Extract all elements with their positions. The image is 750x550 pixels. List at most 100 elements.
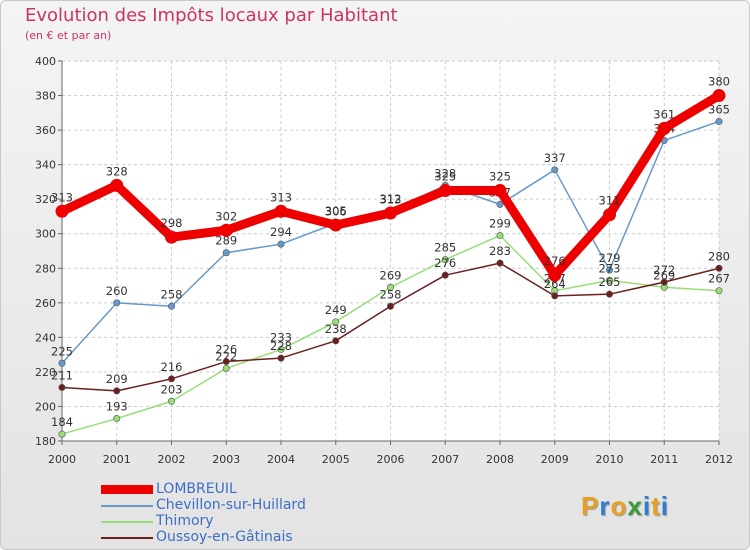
data-label: 258 <box>380 287 402 301</box>
data-point <box>58 359 66 367</box>
legend-item-chevillon-sur-huillard[interactable]: Chevillon-sur-Huillard <box>101 497 361 514</box>
data-point <box>113 387 121 395</box>
data-point <box>277 240 285 248</box>
data-point <box>332 337 340 345</box>
x-tick-label: 2008 <box>486 453 514 466</box>
data-label: 299 <box>489 216 511 230</box>
data-label: 216 <box>161 360 183 374</box>
data-label: 312 <box>380 192 402 206</box>
data-label: 211 <box>51 368 73 382</box>
data-label: 328 <box>434 166 456 180</box>
chart-subtitle: (en € et par an) <box>25 29 112 42</box>
x-tick-label: 2002 <box>158 453 186 466</box>
y-tick-label: 320 <box>35 193 56 206</box>
y-tick-label: 340 <box>35 159 56 172</box>
y-tick-label: 260 <box>35 297 56 310</box>
data-point <box>715 117 723 125</box>
legend-label: Oussoy-en-Gâtinais <box>156 529 293 545</box>
data-label: 302 <box>215 209 237 223</box>
data-point <box>277 345 285 353</box>
data-point <box>712 89 726 103</box>
series-thimory: 184193203222233249269285299267273269267 <box>51 216 730 438</box>
data-label: 380 <box>708 75 730 89</box>
legend-swatch <box>101 485 153 494</box>
data-point <box>332 318 340 326</box>
data-point <box>168 302 176 310</box>
data-point <box>277 354 285 362</box>
logo-letter: o <box>610 491 628 521</box>
data-label: 249 <box>325 303 347 317</box>
data-label: 193 <box>106 400 128 414</box>
x-tick-label: 2000 <box>48 453 76 466</box>
data-point <box>496 231 504 239</box>
data-point <box>551 166 559 174</box>
data-label: 305 <box>325 204 347 218</box>
data-point <box>660 278 668 286</box>
x-tick-label: 2011 <box>650 453 678 466</box>
logo-letter: i <box>642 491 652 521</box>
data-point <box>715 287 723 295</box>
data-point <box>110 178 124 192</box>
legend-label: LOMBREUIL <box>156 481 237 497</box>
data-point <box>329 218 343 232</box>
y-tick-label: 400 <box>35 55 56 68</box>
data-label: 272 <box>653 263 675 277</box>
data-point <box>605 290 613 298</box>
data-point <box>113 415 121 423</box>
y-tick-label: 300 <box>35 228 56 241</box>
data-point <box>384 206 397 220</box>
data-label: 328 <box>106 164 128 178</box>
legend-item-lombreuil[interactable]: LOMBREUIL <box>101 481 361 498</box>
data-point <box>441 256 449 264</box>
data-point <box>548 268 562 282</box>
data-label: 279 <box>599 251 621 265</box>
data-label: 226 <box>215 343 237 357</box>
data-label: 258 <box>161 287 183 301</box>
y-tick-label: 200 <box>35 400 56 413</box>
x-tick-label: 2010 <box>596 453 624 466</box>
legend-swatch <box>101 537 153 539</box>
y-tick-label: 360 <box>35 124 56 137</box>
proxiti-logo[interactable]: Proxiti <box>581 491 669 522</box>
y-tick-label: 220 <box>35 366 56 379</box>
logo-letter: P <box>581 491 600 521</box>
data-label: 289 <box>215 234 237 248</box>
data-label: 276 <box>544 254 566 268</box>
data-point <box>222 358 230 366</box>
legend-item-oussoy-en-gatinais[interactable]: Oussoy-en-Gâtinais <box>101 529 361 546</box>
data-label: 311 <box>599 194 621 208</box>
data-point <box>55 204 69 218</box>
data-label: 283 <box>489 244 511 258</box>
data-label: 225 <box>51 344 73 358</box>
legend-swatch <box>101 521 153 523</box>
x-tick-label: 2006 <box>377 453 405 466</box>
data-label: 306 <box>325 204 347 218</box>
data-label: 264 <box>544 277 566 291</box>
data-label: 238 <box>325 322 347 336</box>
x-tick-label: 2005 <box>322 453 350 466</box>
logo-letter: t <box>651 491 661 521</box>
data-label: 280 <box>708 249 730 263</box>
data-point <box>715 264 723 272</box>
y-tick-label: 280 <box>35 262 56 275</box>
data-point <box>113 299 121 307</box>
data-label: 298 <box>161 216 183 230</box>
legend-item-thimory[interactable]: Thimory <box>101 513 361 530</box>
data-label: 325 <box>489 170 511 184</box>
data-point <box>274 204 288 218</box>
logo-letter: r <box>599 491 611 521</box>
data-point <box>493 184 507 198</box>
data-point <box>496 200 504 208</box>
data-label: 269 <box>380 268 402 282</box>
data-label: 269 <box>653 268 675 282</box>
data-point <box>386 283 394 291</box>
data-point <box>605 276 613 284</box>
x-tick-label: 2007 <box>431 453 459 466</box>
data-label: 260 <box>106 284 128 298</box>
data-point <box>222 249 230 257</box>
x-tick-label: 2009 <box>541 453 569 466</box>
data-label: 209 <box>106 372 128 386</box>
data-label: 265 <box>599 275 621 289</box>
